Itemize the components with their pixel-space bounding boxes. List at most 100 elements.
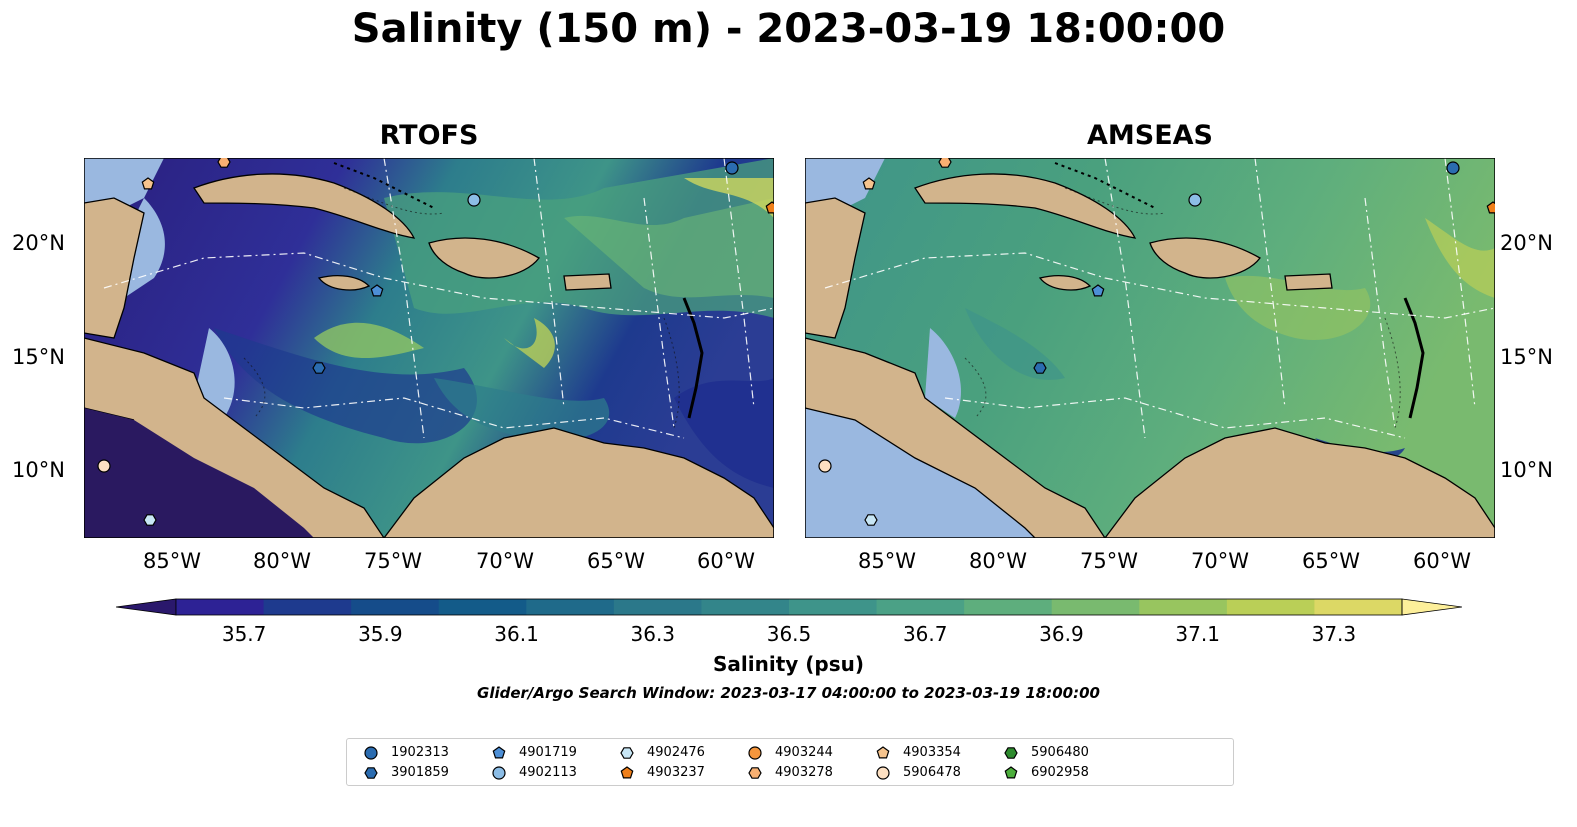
land-puerto-rico xyxy=(563,273,612,291)
colorbar-segment xyxy=(701,599,790,615)
float-marker xyxy=(1091,284,1105,297)
land-cuba xyxy=(914,173,1137,239)
lon-label: 80°W xyxy=(253,549,311,573)
float-marker xyxy=(1446,161,1460,175)
float-marker xyxy=(938,158,952,168)
land-cuba xyxy=(193,173,416,239)
legend-label: 4902113 xyxy=(519,765,577,780)
legend-label: 4903354 xyxy=(903,745,961,760)
colorbar-segment xyxy=(1226,599,1315,615)
land-yucatan-central-america xyxy=(84,197,145,339)
lon-label: 70°W xyxy=(476,549,534,573)
bathymetry-contours xyxy=(243,187,680,429)
pentagon-marker-icon xyxy=(620,766,634,779)
shelf-mask xyxy=(194,328,235,418)
colorbar-tick-label: 36.3 xyxy=(630,622,676,646)
salinity-eddy xyxy=(434,378,610,441)
lon-label: 60°W xyxy=(1413,549,1471,573)
legend-label: 5906480 xyxy=(1031,745,1089,760)
land-jamaica xyxy=(1038,275,1092,291)
land-pacific-ocean xyxy=(84,408,314,538)
colorbar-tick-label: 36.5 xyxy=(766,622,812,646)
colorbar-segment xyxy=(1314,599,1403,615)
float-marker xyxy=(1486,201,1495,214)
hexagon-marker-icon xyxy=(1004,747,1018,759)
eez-boundaries xyxy=(103,158,774,439)
colorbar-tick-label: 35.7 xyxy=(221,622,267,646)
float-marker xyxy=(1033,362,1047,374)
colorbar-segment xyxy=(526,599,615,615)
circle-marker-icon xyxy=(876,766,890,780)
colorbar-segment xyxy=(964,599,1053,615)
land-hispaniola xyxy=(1149,237,1261,279)
lat-label-left: 10°N xyxy=(12,458,65,482)
colorbar-tick-label: 37.3 xyxy=(1311,622,1357,646)
salinity-eddy xyxy=(1425,218,1495,298)
legend-label: 4903244 xyxy=(775,745,833,760)
lat-label-right: 10°N xyxy=(1500,458,1553,482)
float-marker xyxy=(312,362,326,374)
circle-marker-icon xyxy=(364,746,378,760)
colorbar-segment xyxy=(1139,599,1228,615)
float-marker xyxy=(97,459,111,473)
colorbar-segment xyxy=(438,599,527,615)
land-yucatan-central-america xyxy=(805,197,866,339)
legend-label: 4901719 xyxy=(519,745,577,760)
lat-label-right: 15°N xyxy=(1500,345,1553,369)
float-marker xyxy=(1188,193,1202,207)
float-marker xyxy=(217,158,231,168)
panel-title-rtofs: RTOFS xyxy=(379,120,479,151)
lon-label: 80°W xyxy=(969,549,1027,573)
lat-label-left: 20°N xyxy=(12,231,65,255)
colorbar-tick-label: 36.7 xyxy=(902,622,948,646)
colorbar-extend-low xyxy=(116,598,177,616)
colorbar-segment xyxy=(1051,599,1140,615)
colorbar-segment xyxy=(263,599,352,615)
float-marker xyxy=(725,161,739,175)
hexagon-marker-icon xyxy=(364,767,378,779)
colorbar-segment xyxy=(876,599,965,615)
colorbar-extend-high xyxy=(1401,598,1462,616)
legend-label: 4903237 xyxy=(647,765,705,780)
float-marker xyxy=(370,284,384,297)
colorbar-segment xyxy=(789,599,878,615)
lon-label: 65°W xyxy=(1302,549,1360,573)
legend-label: 5906478 xyxy=(903,765,961,780)
circle-marker-icon xyxy=(748,746,762,760)
float-marker xyxy=(143,514,157,526)
colorbar xyxy=(116,598,1462,616)
colorbar-segment xyxy=(351,599,440,615)
colorbar-tick-label: 36.1 xyxy=(494,622,539,646)
legend-label: 6902958 xyxy=(1031,765,1089,780)
map-amseas xyxy=(805,158,1495,538)
legend-label: 4902476 xyxy=(647,745,705,760)
colorbar-segment xyxy=(613,599,702,615)
colorbar-tick-label: 36.9 xyxy=(1039,622,1084,646)
shelf-mask xyxy=(925,328,961,418)
lon-label: 85°W xyxy=(858,549,916,573)
float-marker xyxy=(818,459,832,473)
salinity-filament xyxy=(504,318,555,368)
lat-label-left: 15°N xyxy=(12,345,65,369)
salinity-eddy xyxy=(1225,275,1371,340)
land-south-america xyxy=(1104,427,1495,538)
colorbar-label: Salinity (psu) xyxy=(712,652,864,676)
land-bahamas xyxy=(1054,162,1156,209)
colorbar-tick-label: 35.9 xyxy=(358,622,403,646)
land-hispaniola xyxy=(428,237,540,279)
lon-label: 60°W xyxy=(697,549,755,573)
land-central-america xyxy=(805,337,1106,538)
lon-label: 70°W xyxy=(1191,549,1249,573)
colorbar-tick-label: 37.1 xyxy=(1175,622,1220,646)
eez-boundaries xyxy=(824,158,1495,439)
legend-label: 4903278 xyxy=(775,765,833,780)
circle-marker-icon xyxy=(492,766,506,780)
hexagon-marker-icon xyxy=(748,767,762,779)
hexagon-marker-icon xyxy=(620,747,634,759)
pentagon-marker-icon xyxy=(1004,766,1018,779)
float-marker xyxy=(467,193,481,207)
legend-label: 1902313 xyxy=(391,745,449,760)
lon-label: 75°W xyxy=(364,549,422,573)
salinity-filament xyxy=(314,322,424,358)
float-marker xyxy=(765,201,774,214)
